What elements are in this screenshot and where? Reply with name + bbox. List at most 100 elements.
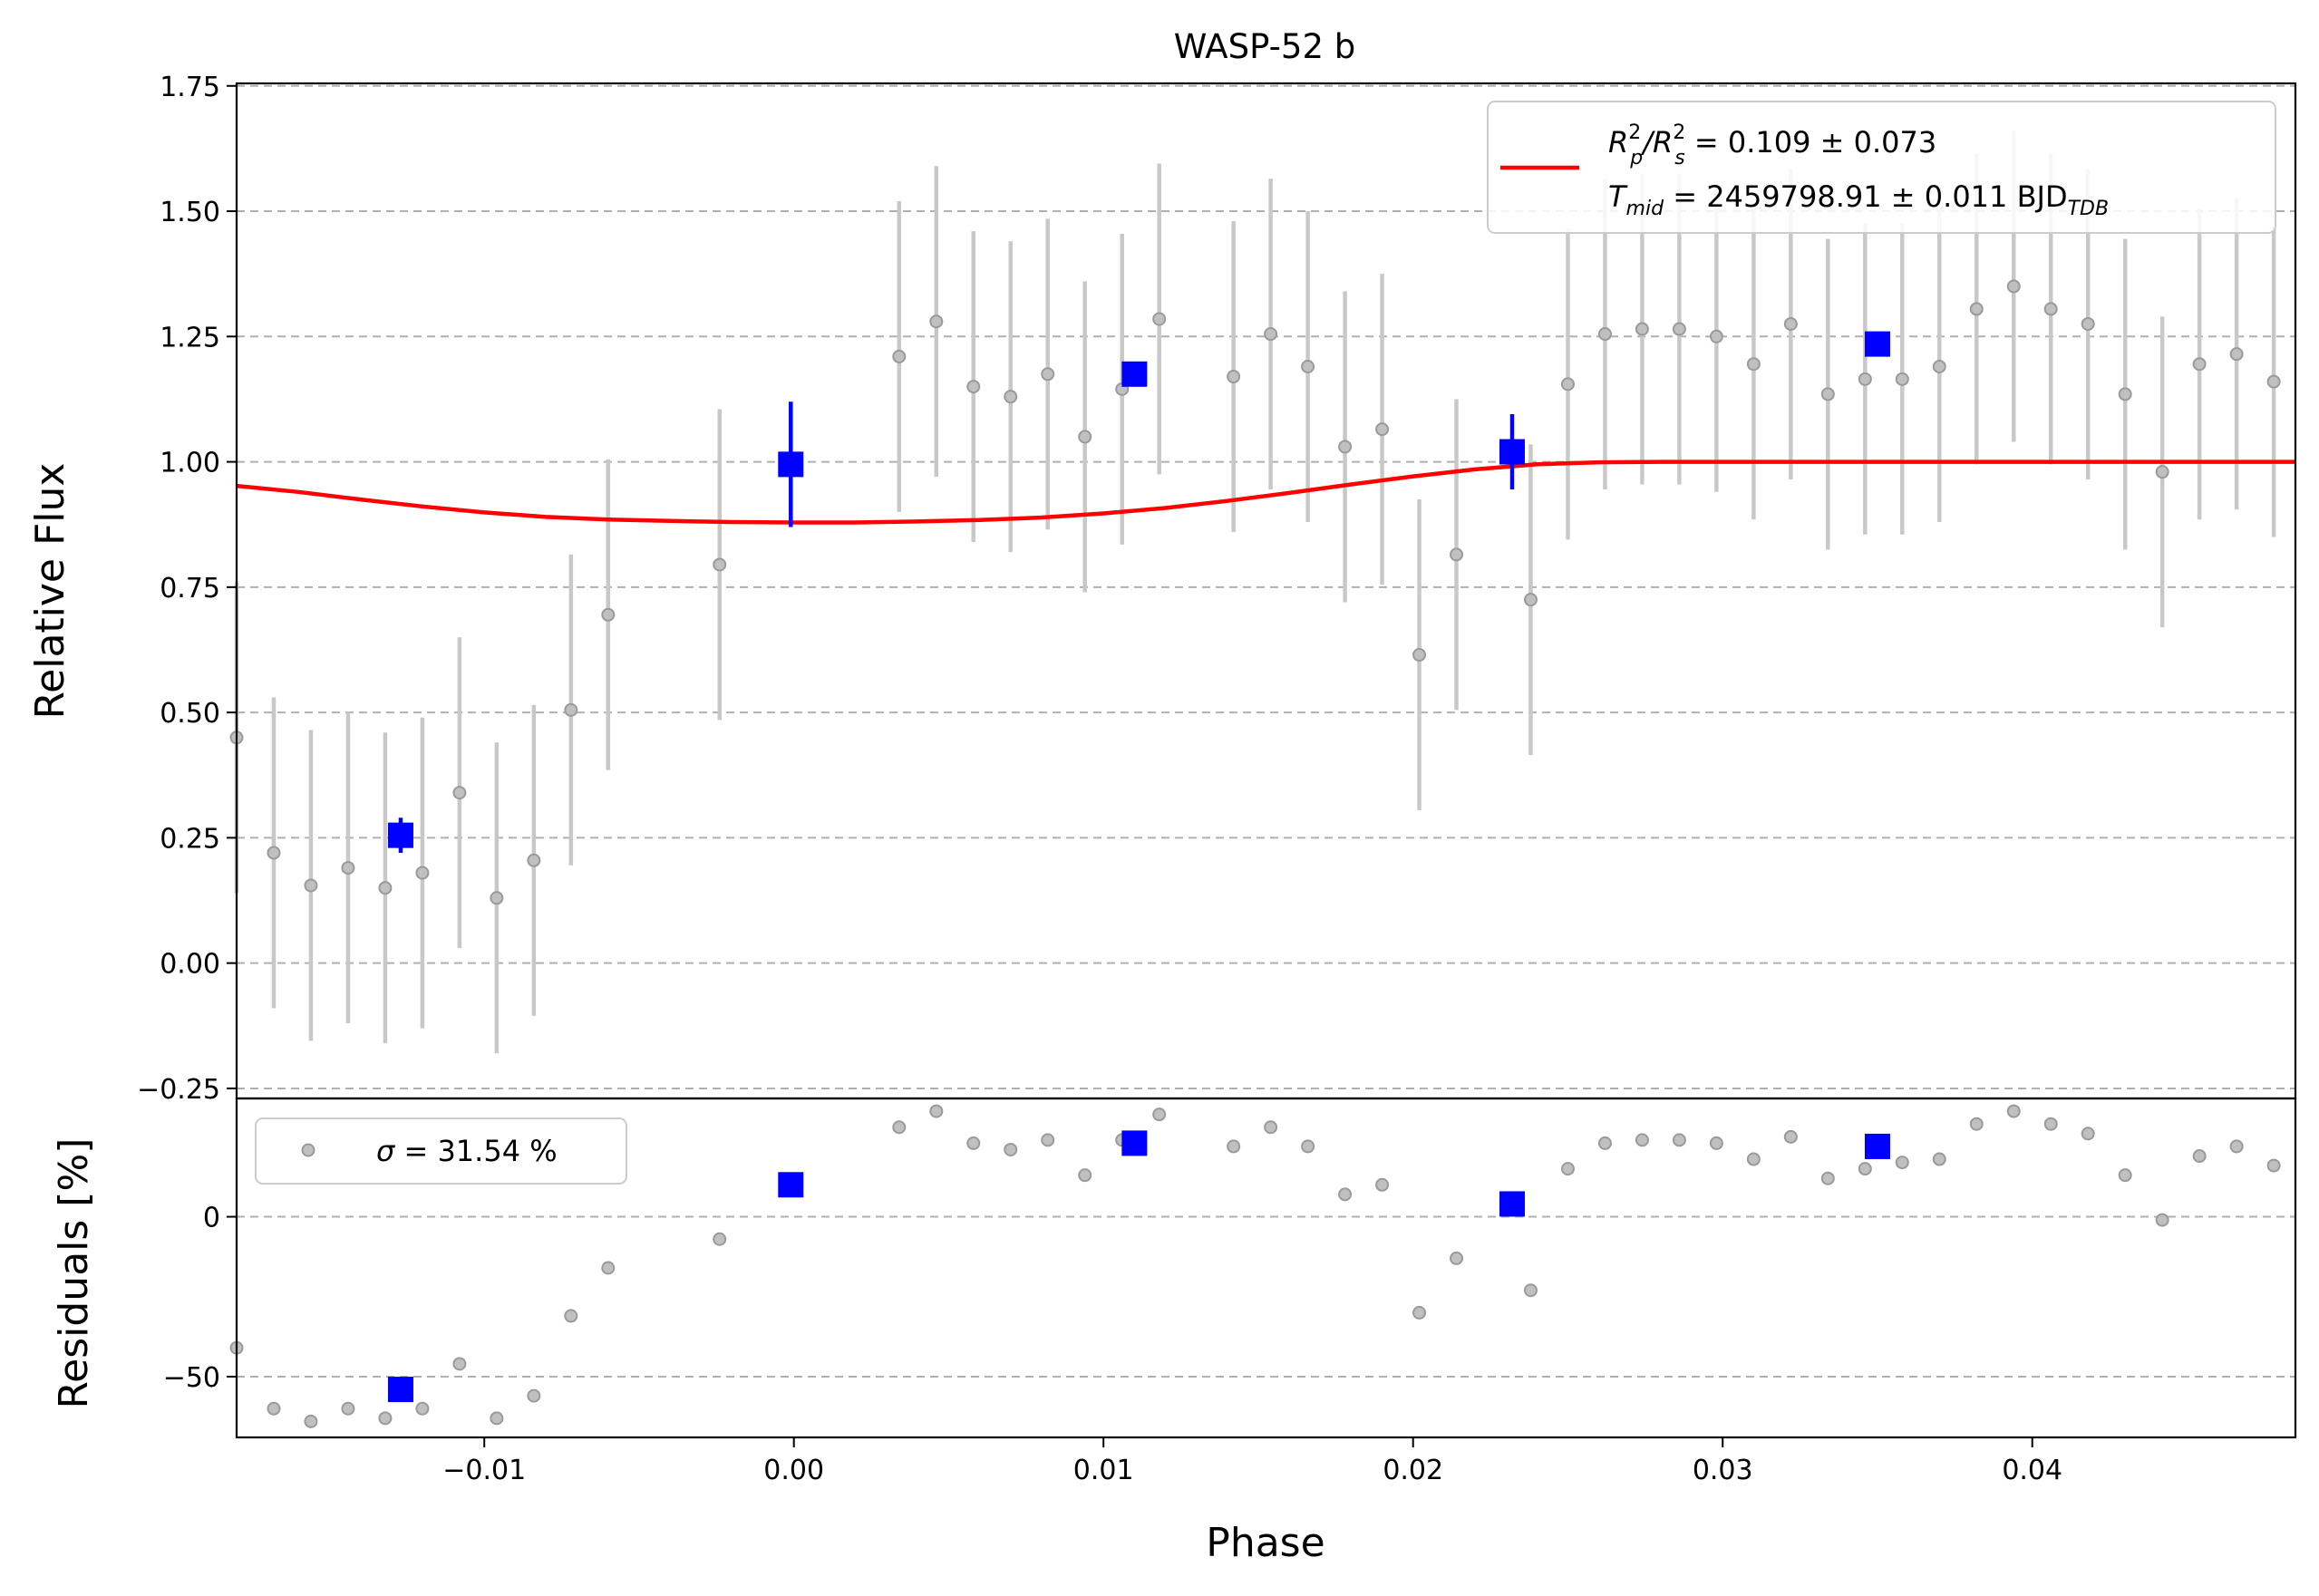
y-tick-label: 0.25 — [160, 823, 220, 855]
residuals-raw-points — [229, 1104, 2281, 1428]
raw-point — [1969, 1117, 1984, 1131]
flux-y-axis-label: Relative Flux — [27, 463, 73, 720]
binned-point — [1864, 1133, 1890, 1159]
raw-point — [1820, 387, 1835, 401]
raw-point — [1301, 1139, 1315, 1154]
raw-point — [2266, 1158, 2281, 1173]
raw-point — [1078, 1168, 1092, 1183]
residuals-y-ticks: −50 0 — [163, 1203, 237, 1394]
raw-point — [1523, 1283, 1538, 1298]
raw-point — [1450, 547, 1464, 562]
raw-point — [267, 1401, 281, 1416]
raw-point — [2006, 279, 2021, 294]
flux-panel: WASP-52 b −0.25 0.00 0.25 0.50 0.75 1.00 1.25 1… — [27, 27, 2297, 1106]
y-tick-label: 1.00 — [160, 448, 220, 479]
raw-point — [1338, 440, 1353, 454]
binned-point — [778, 451, 804, 478]
binned-point — [1121, 1130, 1148, 1156]
raw-point — [601, 1261, 616, 1275]
raw-point — [415, 1401, 430, 1416]
raw-point — [1041, 367, 1055, 382]
raw-point — [1858, 1162, 1872, 1176]
raw-point — [490, 891, 504, 905]
raw-point — [1078, 430, 1092, 444]
sigma-legend-box — [255, 1117, 627, 1185]
x-tick-label: −0.01 — [442, 1455, 526, 1486]
raw-point — [1375, 1177, 1390, 1192]
raw-point — [415, 866, 430, 880]
raw-point — [1635, 1133, 1649, 1147]
flux-axes-frame — [235, 82, 2297, 1100]
raw-point — [929, 314, 944, 329]
phase-x-axis-label: Phase — [1206, 1520, 1324, 1566]
residuals-binned-points — [387, 1130, 1890, 1403]
raw-point — [1152, 312, 1167, 326]
y-tick-label: 0.75 — [160, 573, 220, 605]
raw-point — [1412, 648, 1427, 663]
raw-point — [1672, 1133, 1686, 1147]
raw-point — [1635, 322, 1649, 336]
raw-point — [2192, 1149, 2207, 1164]
raw-point — [1932, 1152, 1946, 1166]
raw-point — [527, 1388, 541, 1403]
raw-point — [601, 607, 616, 622]
raw-point — [378, 1411, 393, 1426]
residuals-axes-frame — [235, 1097, 2297, 1439]
phase-x-ticks: −0.01 0.00 0.01 0.02 0.03 0.04 — [442, 1437, 2062, 1486]
raw-point — [2229, 1139, 2244, 1154]
raw-point — [2192, 357, 2207, 372]
raw-point — [1969, 302, 1984, 316]
x-tick-label: 0.01 — [1073, 1455, 1134, 1486]
binned-point — [778, 1172, 804, 1198]
raw-point — [1375, 422, 1390, 437]
raw-point — [378, 881, 393, 895]
model-legend-box — [1487, 101, 2276, 234]
raw-point — [1412, 1305, 1427, 1320]
y-tick-label: 1.25 — [160, 322, 220, 353]
raw-point — [2043, 1117, 2058, 1131]
y-tick-label: 1.50 — [160, 197, 220, 228]
raw-point — [929, 1104, 944, 1118]
x-tick-label: 0.04 — [2002, 1455, 2062, 1486]
binned-point — [1121, 361, 1148, 387]
raw-point — [1597, 1136, 1612, 1150]
binned-point — [387, 1377, 413, 1403]
raw-point — [713, 557, 727, 572]
raw-point — [490, 1411, 504, 1426]
chart-title: WASP-52 b — [1174, 27, 1356, 66]
raw-point — [1932, 359, 1946, 373]
y-tick-label: 1.75 — [160, 72, 220, 103]
y-tick-label: 0 — [203, 1203, 220, 1234]
raw-point — [1746, 1152, 1761, 1166]
legend-rp-rs: R2 p/R2 s = 0.109 ± 0.073 — [1608, 121, 1936, 169]
raw-point — [2155, 465, 2169, 479]
legend-tmid: Tmid = 2459798.91 ± 0.011 BJDTDB — [1608, 179, 2109, 220]
raw-point — [304, 878, 318, 893]
x-tick-label: 0.03 — [1693, 1455, 1753, 1486]
residuals-y-axis-label: Residuals [%] — [51, 1138, 97, 1409]
binned-point — [1499, 1191, 1525, 1217]
flux-binned-points — [387, 331, 1890, 853]
raw-point — [1338, 1187, 1353, 1202]
raw-point — [564, 1309, 578, 1323]
raw-point — [2229, 347, 2244, 362]
raw-point — [341, 1401, 355, 1416]
y-tick-label: −50 — [163, 1362, 220, 1394]
raw-point — [1746, 357, 1761, 372]
raw-point — [966, 1136, 981, 1150]
x-tick-label: 0.00 — [763, 1455, 824, 1486]
x-tick-label: 0.02 — [1383, 1455, 1443, 1486]
sigma-legend: σ = 31.54 % — [255, 1117, 627, 1185]
raw-point — [2043, 302, 2058, 316]
binned-point — [387, 822, 413, 848]
raw-point — [2081, 1127, 2095, 1141]
raw-point — [1004, 390, 1018, 404]
y-tick-label: −0.25 — [137, 1074, 220, 1106]
model-legend: R2 p/R2 s = 0.109 ± 0.073 Tmid = 2459798.9… — [1487, 101, 2276, 234]
residuals-panel: −50 0 −0.01 0.00 0.01 0.02 0.03 0.04 Residuals… — [51, 1097, 2297, 1566]
raw-point — [1820, 1171, 1835, 1185]
raw-point — [1560, 1162, 1575, 1176]
flux-raw-points — [229, 279, 2281, 905]
raw-point — [452, 786, 467, 800]
sigma-legend-label: σ = 31.54 % — [376, 1134, 558, 1168]
